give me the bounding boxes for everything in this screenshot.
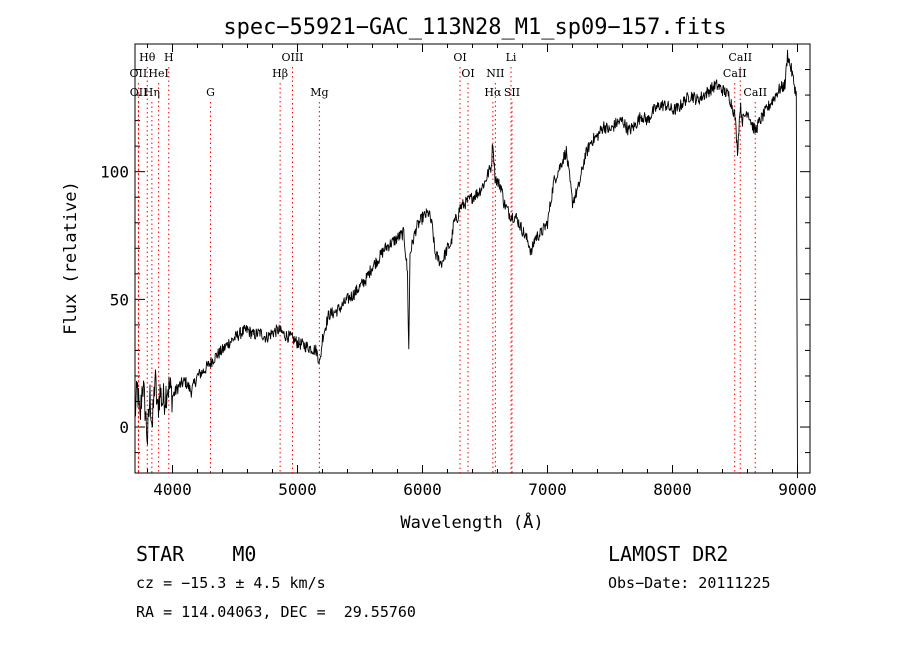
coordinates: RA = 114.04063, DEC = 29.55760	[136, 603, 416, 621]
line-marker-label: OII	[130, 86, 148, 99]
x-tick-label: 8000	[653, 480, 692, 499]
line-marker-label: CaII	[743, 86, 767, 99]
spectrum-series	[134, 49, 798, 479]
survey-name: LAMOST DR2	[608, 542, 729, 566]
line-marker-label: SII	[504, 86, 520, 99]
line-marker-label: OII	[130, 67, 148, 80]
line-marker-label: H	[164, 51, 174, 64]
line-marker-label: OIII	[281, 51, 303, 64]
y-tick-label: 50	[110, 290, 129, 309]
line-marker-label: Hβ	[272, 67, 288, 80]
redshift-cz: cz = −15.3 ± 4.5 km/s	[136, 574, 326, 592]
x-axis-label: Wavelength (Å)	[400, 511, 543, 533]
x-tick-label: 4000	[153, 480, 192, 499]
line-marker-label: CaII	[723, 67, 747, 80]
x-tick-label: 5000	[278, 480, 317, 499]
line-marker-label: Hθ	[139, 51, 156, 64]
spectrum-line	[134, 49, 798, 479]
axis-ticks: 4000 5000 6000 7000 8000 9000 0 50 100	[100, 44, 817, 499]
line-marker-label: Hη	[144, 86, 160, 99]
line-marker-label: HeI	[148, 67, 168, 80]
chart-title: spec−55921−GAC_113N28_M1_sp09−157.fits	[223, 15, 726, 40]
y-axis-label: Flux (relative)	[61, 181, 81, 335]
line-marker-label: G	[206, 86, 215, 99]
line-marker-label: Li	[506, 51, 517, 64]
obs-date: Obs−Date: 20111225	[608, 574, 771, 592]
y-tick-label: 100	[100, 163, 129, 182]
x-tick-label: 9000	[778, 480, 817, 499]
line-marker-label: CaII	[728, 51, 752, 64]
line-marker-label: NII	[486, 67, 504, 80]
line-marker-label: OI	[461, 67, 474, 80]
x-tick-label: 7000	[528, 480, 567, 499]
line-marker-label: Hα	[484, 86, 502, 99]
object-class: STAR M0	[136, 542, 257, 566]
line-marker-label: Mg	[310, 86, 328, 99]
x-tick-label: 6000	[403, 480, 442, 499]
line-marker-label: OI	[453, 51, 466, 64]
plot-frame	[134, 43, 811, 474]
y-tick-label: 0	[119, 418, 129, 437]
